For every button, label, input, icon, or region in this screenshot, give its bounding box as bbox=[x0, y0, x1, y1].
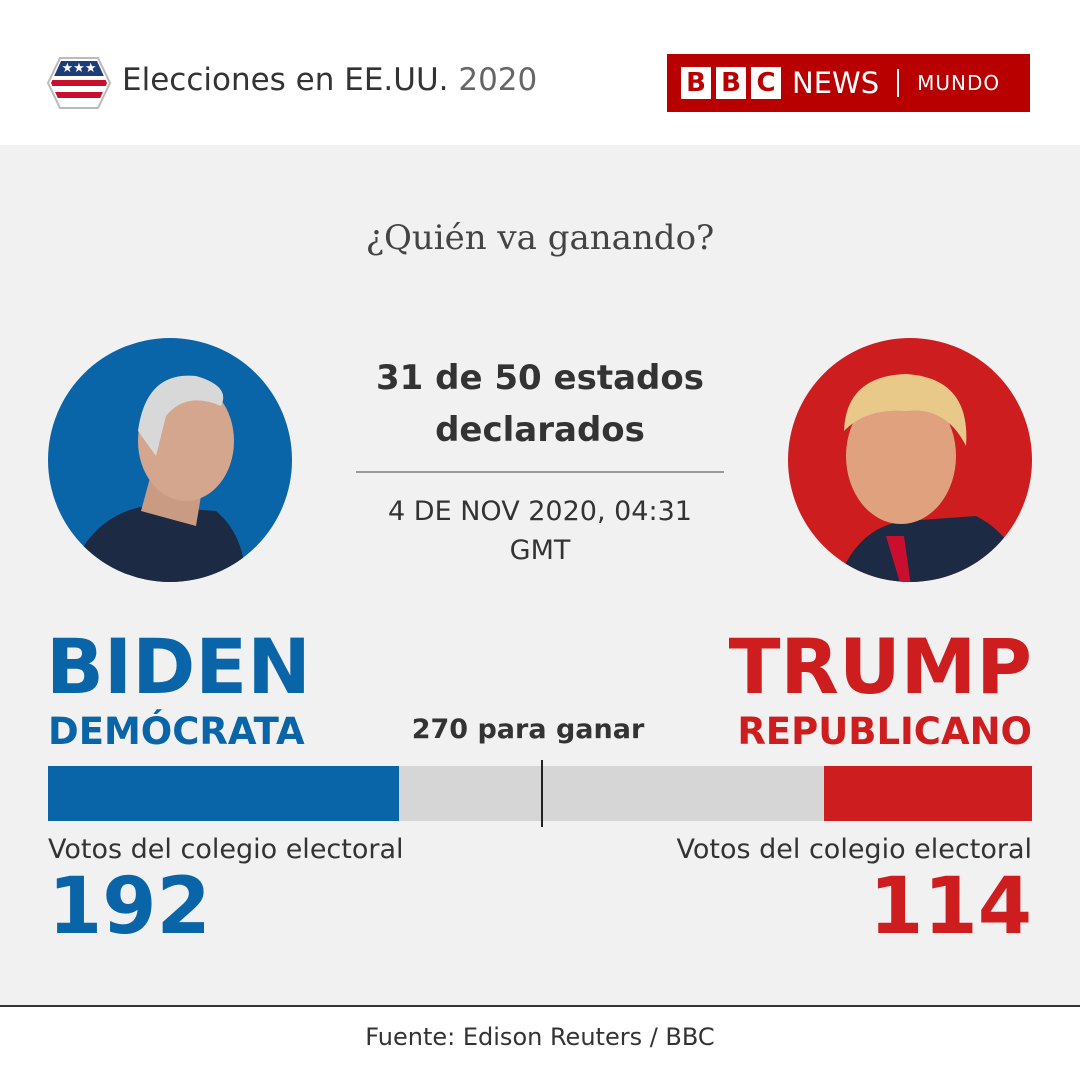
logo-letter: B bbox=[681, 67, 711, 99]
party-name: DEMÓCRATA bbox=[48, 710, 305, 753]
trump-photo bbox=[788, 338, 1032, 582]
logo-letter: C bbox=[751, 67, 781, 99]
header-year: 2020 bbox=[458, 62, 538, 98]
party-name: REPUBLICANO bbox=[737, 710, 1032, 753]
source: Fuente: Edison Reuters / BBC bbox=[365, 1023, 715, 1051]
header-title: Elecciones en EE.UU. bbox=[122, 62, 449, 98]
candidate-name: TRUMP bbox=[728, 622, 1032, 711]
threshold-line bbox=[540, 760, 543, 827]
logo-letter: B bbox=[716, 67, 746, 99]
bar-segment bbox=[823, 766, 1032, 821]
biden-photo bbox=[48, 338, 292, 582]
bar-segment bbox=[48, 766, 400, 821]
updated-time: 4 DE NOV 2020, 04:31 GMT bbox=[388, 496, 692, 566]
svg-text:★★★: ★★★ bbox=[62, 61, 97, 76]
vote-count: 192 bbox=[48, 862, 211, 952]
flag-icon: ★★★ bbox=[46, 57, 112, 109]
vote-count: 114 bbox=[869, 862, 1032, 952]
logo-news: NEWS bbox=[792, 66, 880, 100]
electoral-bar bbox=[48, 760, 1032, 827]
threshold-label: 270 para ganar bbox=[411, 714, 645, 745]
bbc-logo: B B C NEWS MUNDO bbox=[667, 54, 1030, 112]
header-title-row: Elecciones en EE.UU. 2020 bbox=[122, 62, 537, 98]
value-caption: Votos del colegio electoral bbox=[48, 834, 404, 865]
logo-edition: MUNDO bbox=[917, 71, 1001, 95]
value-caption: Votos del colegio electoral bbox=[676, 834, 1032, 865]
question: ¿Quién va ganando? bbox=[365, 218, 715, 258]
candidate-name: BIDEN bbox=[46, 622, 311, 711]
status-divider bbox=[356, 471, 724, 473]
logo-divider bbox=[897, 69, 900, 97]
states-declared: 31 de 50 estados declarados bbox=[376, 358, 704, 450]
